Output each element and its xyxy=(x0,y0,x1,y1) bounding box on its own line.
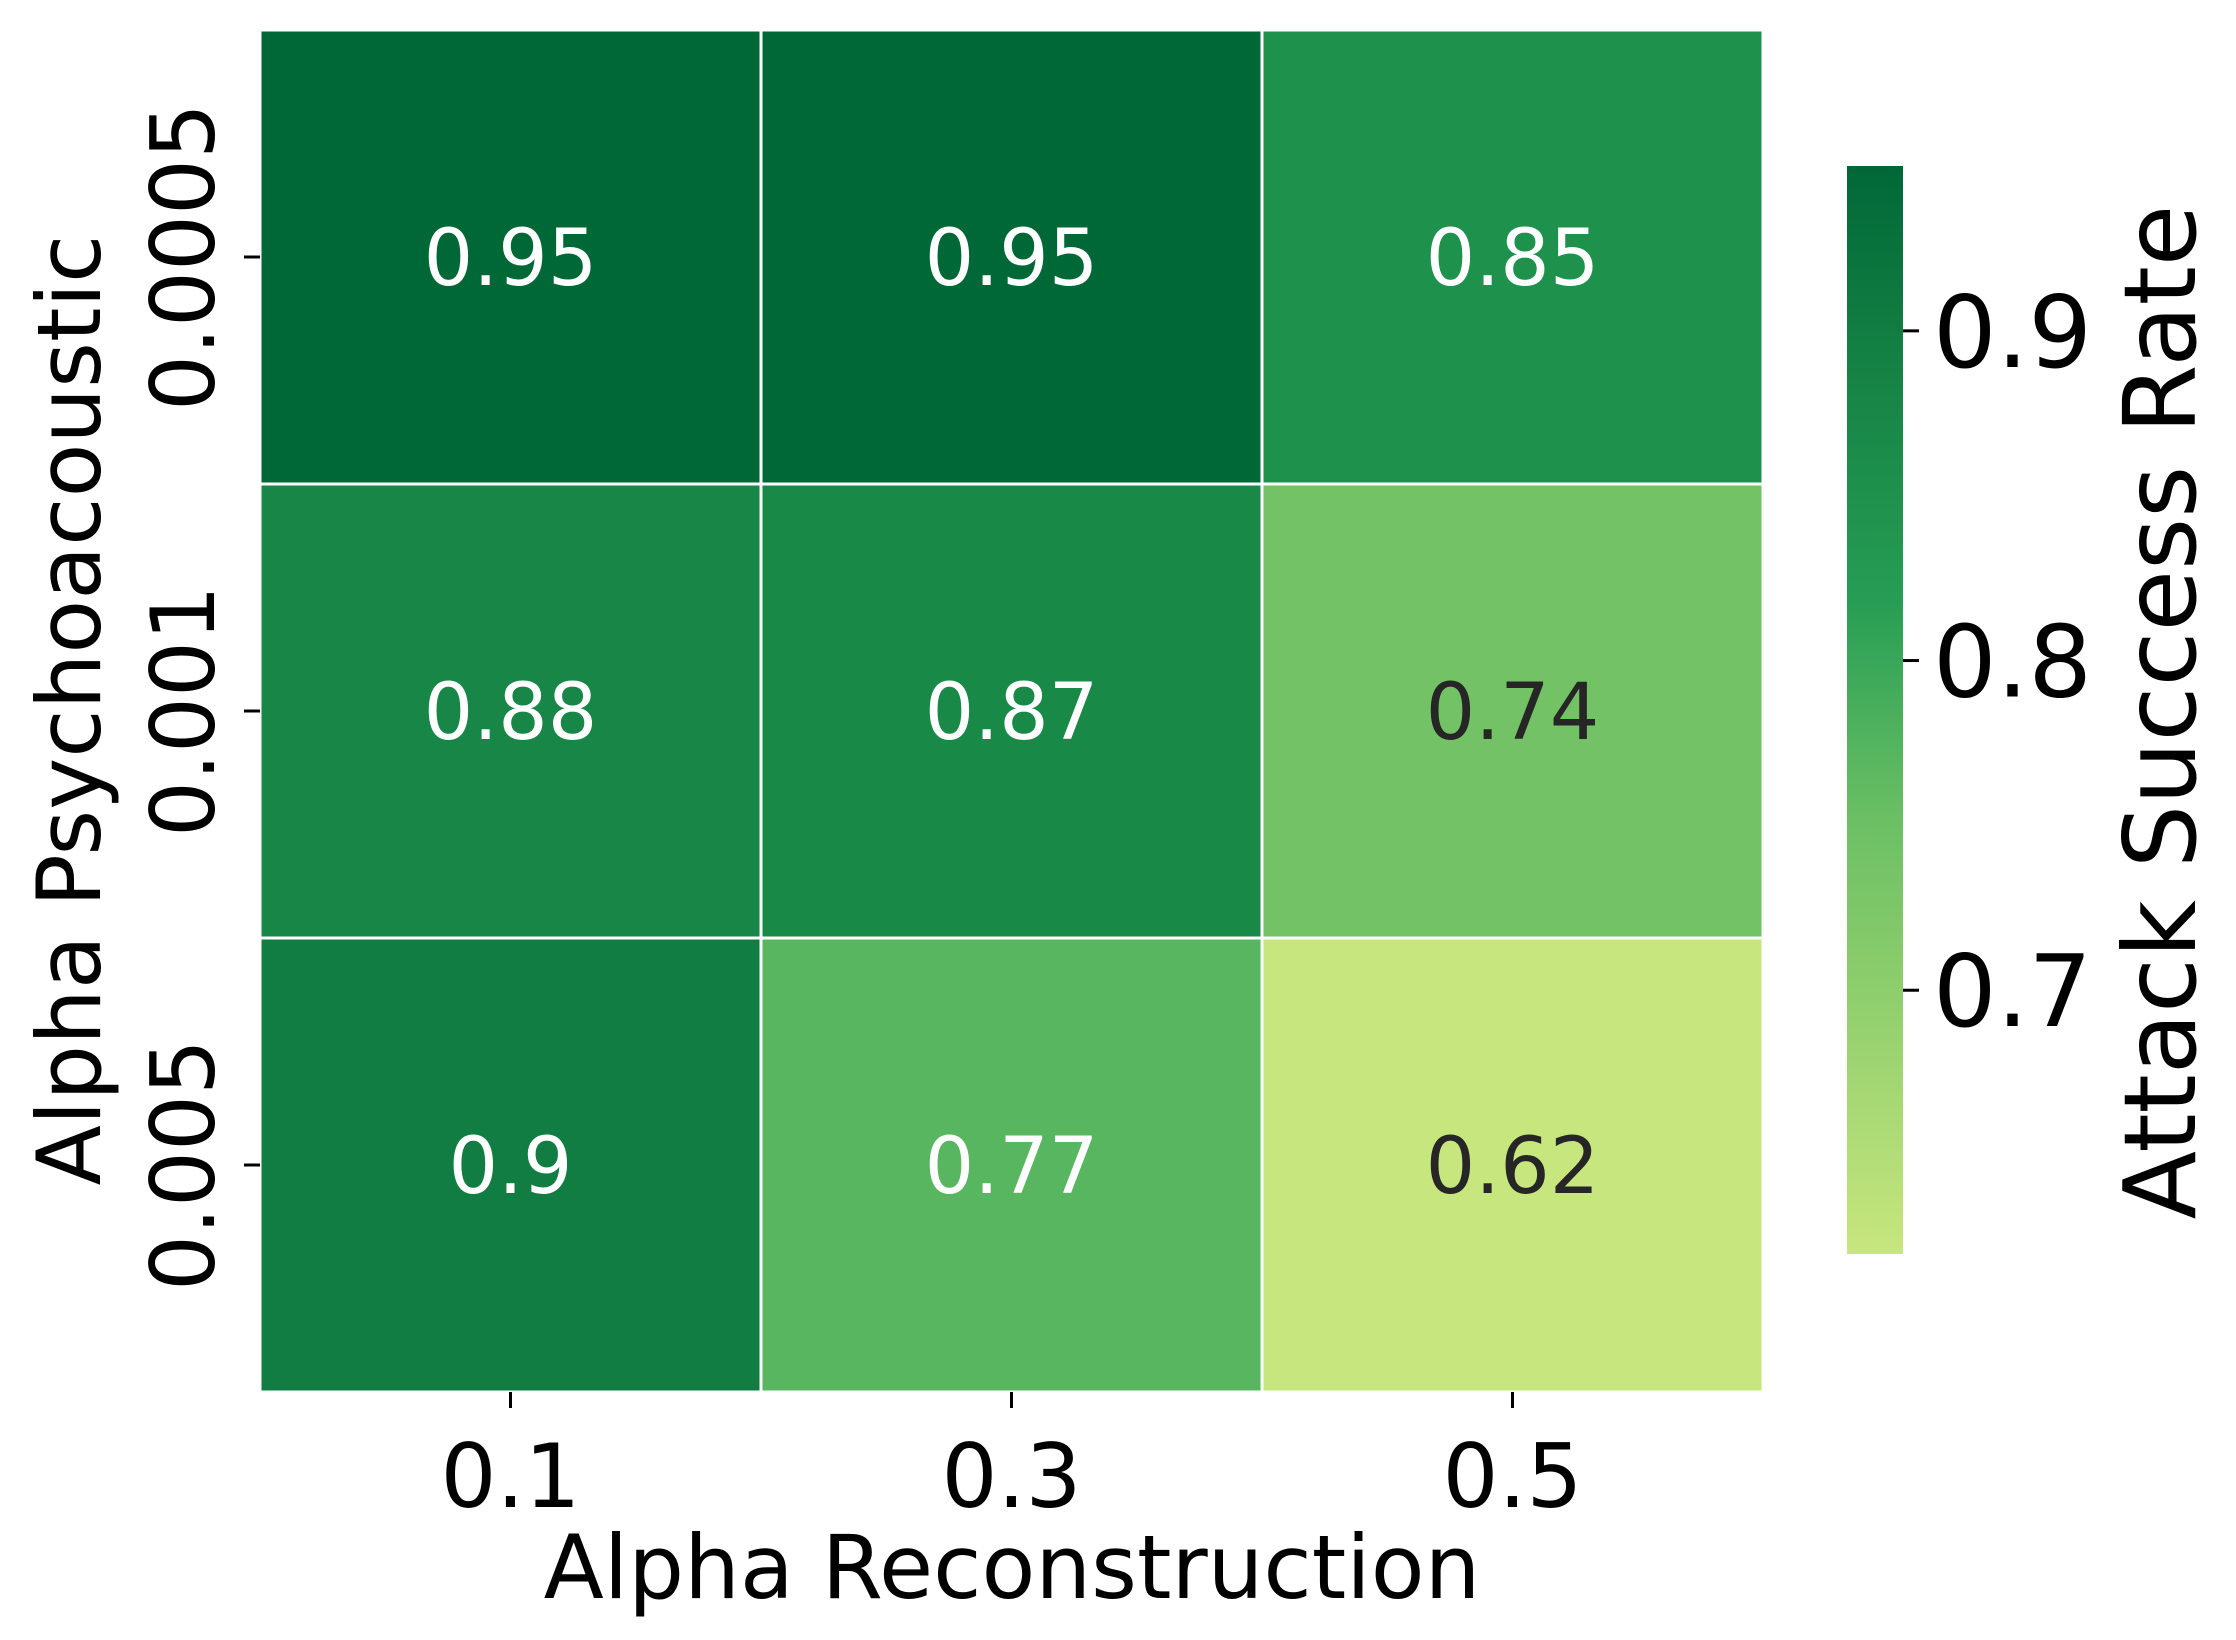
heatmap-cell xyxy=(1260,28,1765,486)
x-axis-label: Alpha Reconstruction xyxy=(544,1516,1481,1619)
heatmap-cell xyxy=(258,28,763,486)
y-axis: 0.0005 0.001 0.005 xyxy=(132,103,260,1291)
cell-value-label: 0.74 xyxy=(1426,668,1600,758)
heatmap-cell xyxy=(258,482,763,940)
cell-value-label: 0.95 xyxy=(925,214,1099,304)
heatmap-cell xyxy=(759,936,1264,1394)
y-tick-label: 0.0005 xyxy=(132,103,235,411)
x-tick-label: 0.5 xyxy=(1443,1425,1583,1528)
heatmap-cells xyxy=(258,28,1765,1394)
colorbar-label: Attack Success Rate xyxy=(2102,205,2219,1220)
cell-annotations: 0.95 0.95 0.85 0.88 0.87 0.74 0.9 0.77 0.62 xyxy=(424,214,1600,1212)
x-axis: 0.1 0.3 0.5 xyxy=(441,1392,1583,1528)
heatmap-cell xyxy=(1260,482,1765,940)
colorbar-tick-label: 0.8 xyxy=(1933,604,2092,721)
heatmap-cell xyxy=(759,482,1264,940)
heatmap-cell xyxy=(759,28,1264,486)
cell-value-label: 0.62 xyxy=(1426,1122,1600,1212)
cell-value-label: 0.87 xyxy=(925,668,1099,758)
colorbar-tick-label: 0.7 xyxy=(1933,933,2092,1050)
y-axis-label: Alpha Psychoacoustic xyxy=(18,235,121,1186)
y-tick-label: 0.001 xyxy=(132,585,235,837)
cell-value-label: 0.85 xyxy=(1426,214,1600,304)
cell-value-label: 0.95 xyxy=(424,214,598,304)
heatmap-cell xyxy=(258,936,763,1394)
y-tick-label: 0.005 xyxy=(132,1039,235,1291)
cell-value-label: 0.77 xyxy=(925,1122,1099,1212)
colorbar-gradient xyxy=(1847,166,1903,1254)
x-tick-label: 0.3 xyxy=(942,1425,1082,1528)
colorbar-tick-label: 0.9 xyxy=(1933,274,2092,391)
cell-value-label: 0.88 xyxy=(424,668,598,758)
x-tick-label: 0.1 xyxy=(441,1425,581,1528)
colorbar: 0.7 0.8 0.9 xyxy=(1847,166,2092,1254)
cell-value-label: 0.9 xyxy=(448,1122,572,1212)
